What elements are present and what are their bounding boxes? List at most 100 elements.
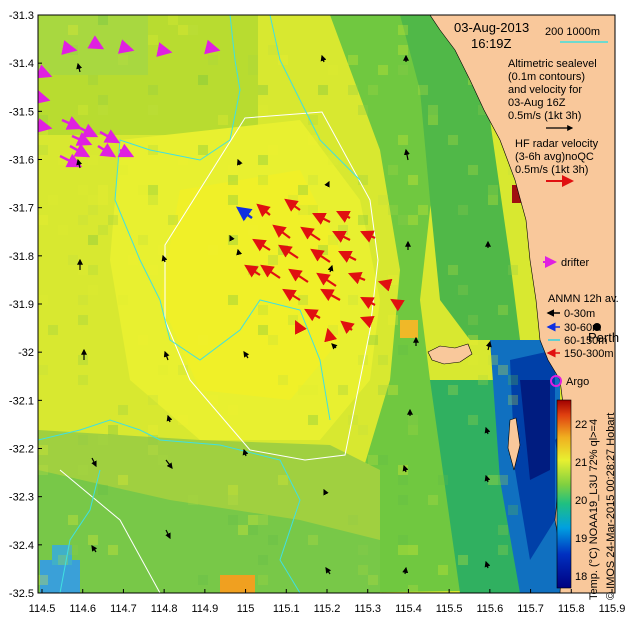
drifter-arrow	[87, 35, 105, 50]
date-label: 03-Aug-2013	[454, 20, 529, 35]
x-tick-label: 115	[237, 603, 255, 615]
x-tick-label: 114.7	[110, 603, 137, 615]
contours	[38, 15, 379, 593]
y-tick-label: -32.2	[9, 444, 34, 456]
drifter-legend: drifter	[543, 256, 589, 269]
x-tick-label: 115.8	[558, 603, 585, 615]
y-tick-label: -31.3	[9, 10, 34, 22]
hf-radar-arrow	[288, 268, 309, 283]
y-tick-label: -31.5	[9, 106, 34, 118]
drifter-arrow	[71, 132, 93, 146]
altimetry-arrow	[229, 234, 235, 242]
x-tick-label: 114.8	[151, 603, 178, 615]
y-tick-label: -32.5	[9, 588, 34, 600]
hf-radar-arrow	[390, 298, 405, 312]
altimetry-arrow	[76, 158, 83, 169]
drifter-arrow	[156, 42, 173, 57]
hf-radar-arrow	[377, 278, 393, 292]
y-tick-label: -32.1	[9, 395, 34, 407]
drifter-arrow	[69, 143, 91, 158]
anmn-depth-1: 30-60m	[564, 322, 601, 334]
argo-label: Argo	[566, 376, 589, 388]
altimetry-arrow	[165, 529, 171, 540]
hf-radar-legend: HF radar velocity (3-6h avg)noQC 0.5m/s …	[515, 138, 599, 187]
altimetry-legend: Altimetric sealevel (0.1m contours) and …	[508, 58, 597, 131]
anmn-legend: ANMN 12h av. 0-30m 30-60m 60-150m 150-30…	[546, 293, 619, 360]
y-tick-label: -31.9	[9, 299, 34, 311]
x-tick-label: 115.9	[599, 603, 626, 615]
altimetry-arrow	[91, 545, 98, 553]
cbar-side-text: Temp. (°C) NOAA19_L3U 72% ql>=4	[588, 419, 600, 600]
x-tick-label: 115.1	[273, 603, 300, 615]
drifter-arrow	[97, 143, 117, 158]
perth-label: Perth	[588, 330, 619, 345]
altimetry-arrow	[484, 426, 491, 435]
drifter-arrow	[117, 39, 135, 54]
alt-line-4: 0.5m/s (1kt 3h)	[508, 110, 581, 122]
velocity-arrows	[38, 35, 492, 575]
y-tick-label: -31.7	[9, 203, 34, 215]
y-tick-label: -32.4	[9, 540, 34, 552]
cbar-tick-20: 20	[575, 495, 587, 507]
drifter-arrow	[61, 116, 83, 130]
altimetry-arrow	[166, 414, 173, 423]
anmn-depth-2: 60-150m	[564, 335, 607, 347]
y-tick-label: -32	[18, 347, 34, 359]
drifter-arrow	[99, 129, 121, 144]
hf-radar-arrow	[324, 327, 338, 343]
hf-radar-arrow	[360, 296, 376, 310]
altimetry-arrow	[403, 148, 410, 161]
altimetry-arrow	[402, 464, 409, 473]
anmn-depth-0: 0-30m	[564, 308, 595, 320]
x-tick-label: 115.2	[314, 603, 341, 615]
anmn-depth-3: 150-300m	[564, 348, 614, 360]
hf-radar-arrow	[260, 264, 281, 279]
hf-radar-arrow	[284, 198, 301, 212]
hf-radar-arrow	[252, 238, 271, 252]
anmn-arrow	[235, 206, 253, 222]
altimetry-arrow	[236, 158, 243, 166]
hf-radar-arrow	[360, 230, 376, 243]
hf-line-2: 0.5m/s (1kt 3h)	[515, 164, 588, 176]
altimetry-arrow	[165, 459, 173, 469]
altimetry-arrow	[324, 180, 330, 188]
hf-radar-arrow	[336, 211, 351, 223]
y-tick-label: -31.6	[9, 155, 34, 167]
hf-radar-arrow	[347, 271, 366, 285]
hf-radar-arrow	[244, 264, 261, 278]
argo-legend: Argo	[550, 375, 589, 388]
drifter-arrow	[38, 118, 53, 133]
altimetry-arrow	[323, 488, 329, 496]
anmn-title: ANMN 12h av.	[548, 293, 619, 305]
x-tick-label: 114.9	[191, 603, 218, 615]
perth-marker: Perth	[588, 323, 619, 345]
cbar-tick-19: 19	[575, 533, 587, 545]
hf-radar-arrow	[332, 231, 351, 243]
hf-radar-arrow	[320, 288, 341, 302]
alt-line-1: (0.1m contours)	[508, 71, 585, 83]
y-tick-label: -31.4	[9, 58, 34, 70]
drifter-arrow	[204, 39, 221, 55]
x-tick-label: 115.7	[517, 603, 544, 615]
x-tick-label: 114.5	[29, 603, 56, 615]
drifter-arrow	[117, 143, 135, 158]
cbar-tick-21: 21	[575, 457, 587, 469]
x-tick-label: 115.6	[476, 603, 503, 615]
cbar-tick-18: 18	[575, 571, 587, 583]
y-tick-label: -32.3	[9, 492, 34, 504]
altimetry-arrow	[327, 264, 334, 273]
x-tick-label: 115.4	[395, 603, 422, 615]
rottnest-island	[427, 343, 473, 365]
altimetry-arrow	[76, 62, 83, 73]
altimetry-arrow	[242, 448, 249, 457]
altimetry-arrow	[243, 351, 250, 359]
hf-radar-arrow	[295, 320, 307, 335]
altimetry-arrow	[484, 560, 491, 569]
altimetry-arrow	[484, 474, 491, 483]
altimetry-arrow	[91, 457, 97, 468]
drifter-label: drifter	[561, 257, 589, 269]
drifter-arrow	[38, 64, 53, 79]
hf-line-1: (3-6h avg)noQC	[515, 151, 594, 163]
altimetry-arrow	[163, 350, 170, 361]
hf-radar-arrow	[304, 308, 321, 322]
